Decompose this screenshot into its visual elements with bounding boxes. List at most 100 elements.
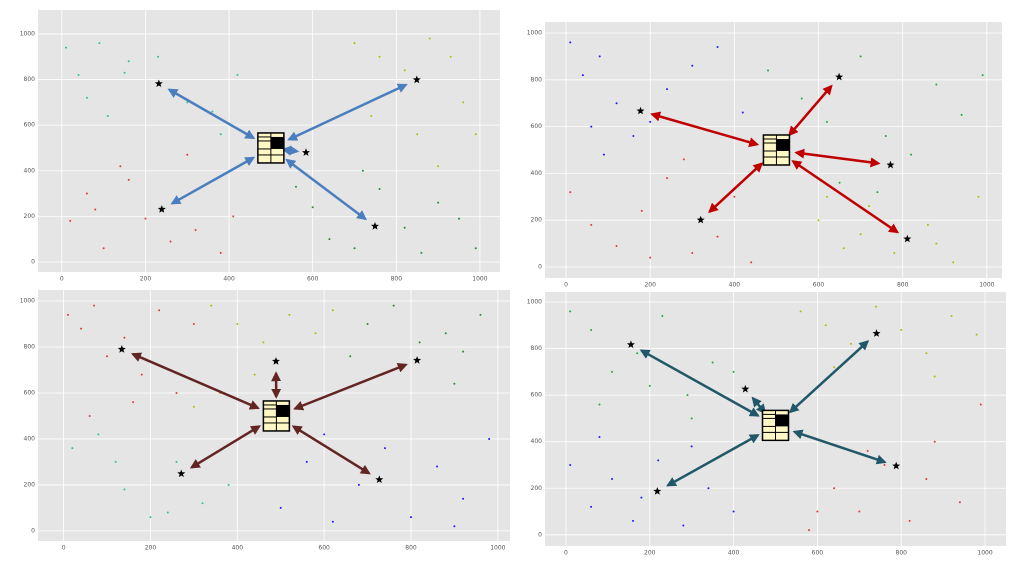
center-icon xyxy=(258,133,284,163)
point xyxy=(158,309,160,311)
point xyxy=(78,74,80,76)
point xyxy=(323,433,325,435)
point xyxy=(843,247,845,249)
point xyxy=(144,218,146,220)
point xyxy=(691,445,693,447)
point xyxy=(93,305,95,307)
point xyxy=(590,224,592,226)
point xyxy=(193,323,195,325)
point xyxy=(977,196,979,198)
point xyxy=(598,403,600,405)
point xyxy=(952,261,954,263)
point xyxy=(959,501,961,503)
point xyxy=(649,121,651,123)
point xyxy=(128,179,130,181)
point xyxy=(211,110,213,112)
point xyxy=(885,135,887,137)
point xyxy=(649,385,651,387)
point xyxy=(106,355,108,357)
y-tick-label: 200 xyxy=(24,481,36,488)
center-icon xyxy=(763,410,789,440)
point xyxy=(883,464,885,466)
point xyxy=(69,220,71,222)
point xyxy=(868,205,870,207)
point xyxy=(632,520,634,522)
point xyxy=(186,154,188,156)
point xyxy=(124,72,126,74)
point xyxy=(458,218,460,220)
x-tick-label: 1000 xyxy=(979,282,994,289)
point xyxy=(404,227,406,229)
x-tick-label: 200 xyxy=(145,545,157,552)
point xyxy=(582,74,584,76)
point xyxy=(236,323,238,325)
y-tick-label: 1000 xyxy=(20,298,35,305)
point xyxy=(712,362,714,364)
point xyxy=(462,101,464,103)
point xyxy=(115,461,117,463)
point xyxy=(416,133,418,135)
point xyxy=(980,403,982,405)
point xyxy=(850,343,852,345)
point xyxy=(691,65,693,67)
point xyxy=(193,406,195,408)
point xyxy=(683,158,685,160)
point xyxy=(119,165,121,167)
point xyxy=(475,133,477,135)
point xyxy=(860,233,862,235)
center-icon xyxy=(763,135,789,165)
point xyxy=(280,507,282,509)
x-tick-label: 400 xyxy=(223,276,235,283)
y-tick-label: 600 xyxy=(531,123,543,130)
point xyxy=(686,394,688,396)
x-tick-label: 200 xyxy=(644,550,656,557)
point xyxy=(462,351,464,353)
point xyxy=(167,511,169,513)
point xyxy=(236,74,238,76)
x-tick-label: 600 xyxy=(318,545,330,552)
point xyxy=(616,102,618,104)
point xyxy=(569,191,571,193)
point xyxy=(661,315,663,317)
point xyxy=(893,252,895,254)
x-tick-label: 400 xyxy=(728,550,740,557)
point xyxy=(436,466,438,468)
point xyxy=(128,60,130,62)
point xyxy=(649,257,651,259)
point xyxy=(332,309,334,311)
point xyxy=(717,236,719,238)
point xyxy=(362,170,364,172)
point xyxy=(71,447,73,449)
x-tick-label: 200 xyxy=(644,282,656,289)
point xyxy=(934,441,936,443)
x-tick-label: 800 xyxy=(391,276,403,283)
y-tick-label: 0 xyxy=(31,258,35,265)
point xyxy=(314,332,316,334)
point xyxy=(67,314,69,316)
point xyxy=(332,521,334,523)
point xyxy=(636,352,638,354)
point xyxy=(641,210,643,212)
x-tick-label: 800 xyxy=(896,550,908,557)
point xyxy=(640,497,642,499)
point xyxy=(934,376,936,378)
point xyxy=(925,478,927,480)
point xyxy=(569,464,571,466)
point xyxy=(141,374,143,376)
y-tick-label: 800 xyxy=(24,344,36,351)
point xyxy=(450,56,452,58)
point xyxy=(611,371,613,373)
point xyxy=(632,135,634,137)
point xyxy=(909,520,911,522)
y-tick-label: 1000 xyxy=(20,30,35,37)
point xyxy=(927,224,929,226)
point xyxy=(603,154,605,156)
point xyxy=(254,374,256,376)
point xyxy=(935,83,937,85)
point xyxy=(479,314,481,316)
x-tick-label: 0 xyxy=(564,550,568,557)
point xyxy=(682,525,684,527)
point xyxy=(176,392,178,394)
